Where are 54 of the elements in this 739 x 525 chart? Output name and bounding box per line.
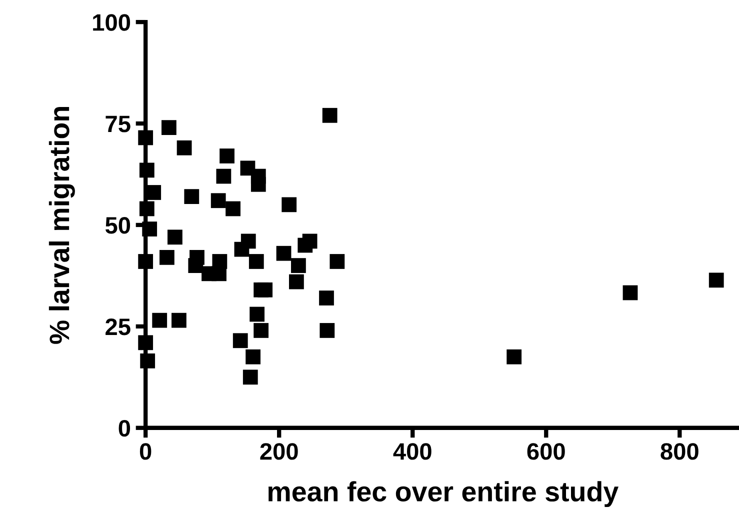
point [152,312,168,328]
point [250,306,265,322]
point [291,258,306,273]
point [319,290,334,306]
point [216,168,232,184]
point [184,189,200,204]
point [139,201,154,216]
point [188,258,204,273]
point [258,282,273,298]
point [168,230,182,245]
x-tick-label: 600 [527,443,565,460]
point [248,254,264,269]
point [226,201,240,216]
point [232,333,248,348]
point [139,162,154,178]
y-tick-label: 50 [105,217,130,234]
x-tick-label: 400 [393,443,432,460]
y-tick-label: 100 [93,14,130,31]
point [289,274,304,290]
x-axis-title: mean fec over entire study [268,481,619,508]
point [162,120,176,136]
point [220,148,234,164]
point [140,353,156,368]
point [138,254,154,269]
point [298,238,313,253]
x-tick-label: 800 [660,443,698,460]
point [138,130,154,146]
point [138,335,154,350]
point [708,272,724,288]
point [622,285,638,300]
point [234,242,250,257]
point [242,370,258,385]
point [282,197,297,212]
point [330,254,345,269]
point [212,266,226,282]
y-tick-label: 0 [118,420,130,437]
y-tick-label: 75 [106,116,130,132]
point [322,108,338,123]
y-tick-label: 25 [106,318,130,336]
point [176,140,192,156]
point [276,246,292,261]
point [142,222,158,236]
y-axis-title: % larval migration [48,107,75,344]
point [172,312,186,328]
x-tick-label: 0 [140,443,152,460]
point [146,185,162,200]
point [320,323,335,338]
point [160,250,174,265]
point [506,349,522,364]
x-tick-label: 200 [260,443,298,460]
point [210,193,226,208]
point [246,349,261,364]
point [250,176,266,192]
point [254,323,269,338]
